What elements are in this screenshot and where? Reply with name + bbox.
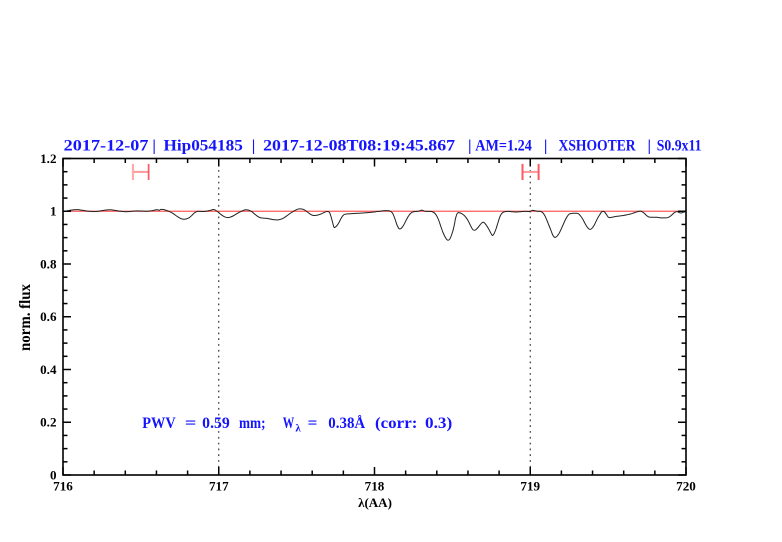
svg-text:719: 719 bbox=[520, 479, 540, 494]
svg-text:XSHOOTER: XSHOOTER bbox=[559, 137, 636, 154]
svg-text:0.4: 0.4 bbox=[40, 362, 57, 377]
svg-text:=: = bbox=[308, 415, 318, 432]
svg-text:0.8: 0.8 bbox=[40, 256, 57, 271]
svg-text:720: 720 bbox=[676, 479, 696, 494]
svg-text:1: 1 bbox=[50, 204, 57, 219]
svg-text:norm. flux: norm. flux bbox=[17, 284, 34, 351]
svg-text:0.2: 0.2 bbox=[40, 415, 56, 430]
svg-text:(corr:: (corr: bbox=[375, 415, 417, 432]
svg-text:S0.9x11: S0.9x11 bbox=[657, 137, 702, 154]
svg-text:716: 716 bbox=[53, 479, 73, 494]
svg-text:|: | bbox=[468, 137, 472, 154]
svg-text:717: 717 bbox=[209, 479, 229, 494]
svg-text:|: | bbox=[252, 137, 256, 154]
svg-text:=: = bbox=[185, 415, 197, 432]
svg-text:0.59: 0.59 bbox=[202, 415, 230, 432]
svg-text:AM=1.24: AM=1.24 bbox=[475, 137, 532, 154]
svg-text:2017-12-07: 2017-12-07 bbox=[64, 137, 149, 154]
svg-text:1.2: 1.2 bbox=[40, 151, 56, 166]
svg-text:0.6: 0.6 bbox=[40, 309, 57, 324]
svg-text:0.3): 0.3) bbox=[425, 415, 452, 432]
svg-text:0.38Å: 0.38Å bbox=[328, 415, 366, 432]
svg-text:718: 718 bbox=[365, 479, 385, 494]
svg-text:Hip054185: Hip054185 bbox=[164, 137, 243, 154]
svg-text:2017-12-08T08:19:45.867: 2017-12-08T08:19:45.867 bbox=[263, 137, 455, 154]
svg-text:|: | bbox=[648, 137, 652, 154]
svg-text:PWV: PWV bbox=[142, 415, 176, 432]
svg-text:|: | bbox=[152, 137, 156, 154]
svg-text:λ(AA): λ(AA) bbox=[358, 495, 392, 510]
svg-text:λ: λ bbox=[295, 423, 301, 435]
svg-text:0: 0 bbox=[50, 467, 57, 482]
svg-text:W: W bbox=[283, 415, 295, 432]
svg-text:|: | bbox=[544, 137, 548, 154]
svg-text:mm;: mm; bbox=[239, 415, 266, 432]
